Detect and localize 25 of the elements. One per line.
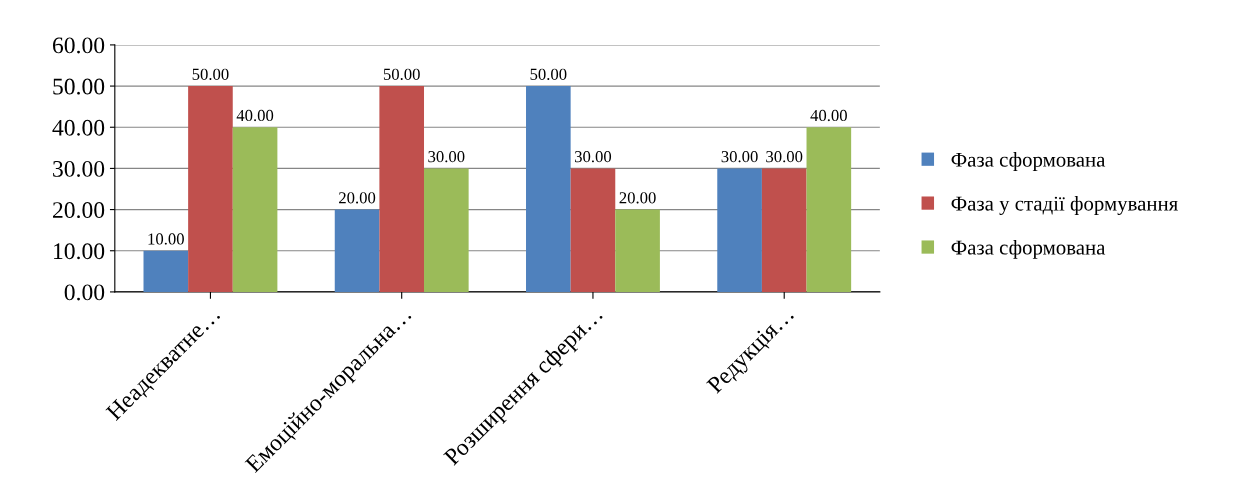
y-tick-label: 60.00 — [52, 37, 105, 54]
y-tick-label: 0.00 — [64, 284, 105, 301]
data-label: 30.00 — [575, 151, 612, 163]
data-label: 40.00 — [236, 109, 274, 122]
data-label: 20.00 — [619, 192, 656, 204]
bar — [526, 86, 571, 292]
data-label: 30.00 — [721, 151, 758, 163]
y-tick-label: 40.00 — [52, 119, 105, 136]
data-label: 50.00 — [192, 68, 229, 80]
y-tick-label: 10.00 — [54, 243, 105, 260]
legend-label: Фаза сформована — [951, 239, 1106, 259]
data-label: 20.00 — [339, 192, 376, 204]
bar — [188, 86, 233, 292]
legend-label: Фаза у стадії формування — [951, 195, 1178, 215]
data-label: 40.00 — [810, 109, 847, 122]
y-tick-label: 20.00 — [53, 202, 105, 219]
legend-label: Фаза сформована — [951, 152, 1106, 171]
data-label: 30.00 — [766, 151, 803, 163]
data-label: 30.00 — [428, 151, 465, 163]
data-label: 50.00 — [383, 68, 420, 80]
y-tick-label: 30.00 — [53, 160, 105, 177]
data-label: 50.00 — [530, 68, 567, 80]
y-tick-label: 50.00 — [53, 78, 105, 95]
bar — [379, 86, 425, 292]
data-label: 10.00 — [148, 233, 184, 245]
